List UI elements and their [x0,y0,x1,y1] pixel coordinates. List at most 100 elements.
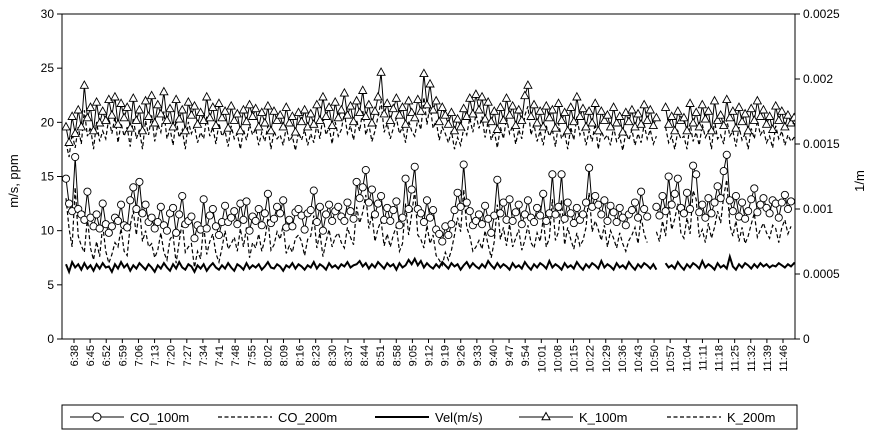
data-point [147,213,156,222]
data-point [64,137,74,146]
data-point [740,108,750,118]
data-point [156,108,166,118]
data-point [606,201,615,210]
data-point [428,104,438,114]
x-tick-label: 7:34 [198,345,210,366]
data-point [239,215,248,224]
data-point [273,202,282,211]
data-point [113,216,123,225]
data-point [692,170,701,179]
data-point [688,117,698,127]
data-point [202,224,211,233]
data-point [453,188,462,197]
data-point [709,95,720,105]
x-tick-label: 8:02 [262,345,274,366]
data-point [716,194,725,203]
data-point [65,199,74,208]
data-point [507,100,518,110]
data-point [113,119,123,128]
data-point [398,213,407,222]
x-tick-label: 10:29 [601,345,613,373]
x-tick-label: 8:51 [375,345,387,366]
data-point [269,214,279,223]
data-point [168,121,178,131]
data-point [474,104,484,114]
x-axis: 6:38 6:45 6:52 6:59 7:06 7:13 7:20 7:27 7:34 7:41… [69,339,790,373]
data-point [523,196,532,205]
data-point [695,208,704,217]
data-point [284,117,295,127]
data-point [682,125,692,135]
data-point [373,91,383,101]
data-point [425,78,435,88]
data-point [633,213,643,222]
data-point [514,200,523,209]
data-point [364,198,373,207]
data-point [532,117,542,127]
data-point [233,220,242,229]
y-right-tick-label: 0.0005 [803,267,840,281]
data-point [554,202,563,211]
series-k-100m [62,67,795,146]
data-point [116,98,126,107]
data-point [627,206,636,215]
data-point [229,115,240,124]
data-point [128,93,139,102]
data-point [97,106,108,115]
data-point [327,120,337,130]
data-point [296,116,307,126]
data-point [517,115,527,124]
data-point [169,203,178,212]
data-point [765,209,774,218]
data-point [91,96,102,106]
data-point [608,102,619,111]
x-tick-label: 9:40 [488,345,500,366]
data-point [208,204,217,214]
legend-item-co-100m: CO_100m [70,410,189,425]
data-point [205,112,215,122]
data-point [107,109,117,119]
data-point [416,106,426,115]
x-tick-label: 10:36 [617,345,629,373]
data-point [508,216,517,225]
data-point [664,172,673,181]
data-point [566,209,575,218]
data-point [333,112,344,122]
data-point [511,208,520,217]
data-point [752,95,763,105]
data-point [328,216,337,225]
data-point [382,98,392,107]
plot-frame [61,13,796,340]
x-tick-label: 8:58 [391,345,403,366]
data-point [535,106,545,115]
data-point [725,196,734,205]
y-left-tick-label: 30 [41,7,55,21]
data-point [71,152,80,162]
data-point [285,215,294,224]
data-point [783,204,792,214]
x-tick-label: 6:59 [117,345,129,366]
data-point [533,203,542,212]
data-point [165,103,175,113]
data-point [719,167,728,176]
data-point [471,216,480,225]
y-right-tick-label: 0.001 [803,202,833,216]
data-point [122,102,132,111]
data-point [342,109,353,119]
data-point [746,103,756,113]
data-point [172,228,181,237]
x-tick-label: 10:57 [665,345,677,373]
data-point [471,89,481,98]
data-point [658,191,667,201]
legend-marker [541,411,551,421]
data-point [590,98,600,107]
data-point [306,206,315,215]
legend-marker [92,412,102,422]
data-point [226,100,236,110]
x-tick-label: 8:44 [359,345,371,366]
data-point [257,107,267,117]
data-point [539,189,548,198]
data-point [400,119,411,128]
y-axis-left-title: m/s, ppm [6,154,21,207]
data-point [486,116,496,126]
